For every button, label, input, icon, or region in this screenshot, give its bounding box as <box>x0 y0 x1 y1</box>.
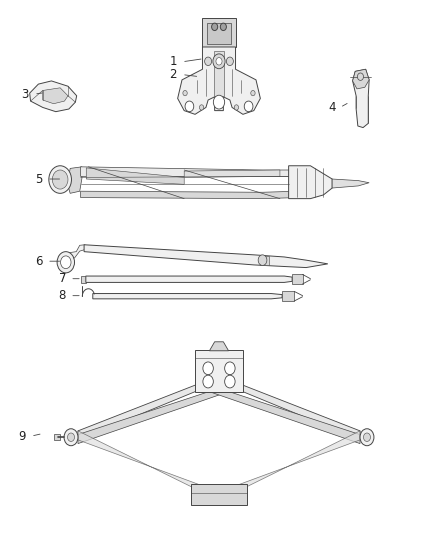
Polygon shape <box>237 431 360 492</box>
Circle shape <box>226 57 233 66</box>
Polygon shape <box>209 342 229 351</box>
Bar <box>195 350 243 392</box>
Circle shape <box>57 252 74 273</box>
Polygon shape <box>260 256 269 265</box>
Polygon shape <box>78 383 201 440</box>
Polygon shape <box>178 47 260 114</box>
Circle shape <box>234 105 239 110</box>
Polygon shape <box>30 81 77 112</box>
Text: 5: 5 <box>35 173 42 185</box>
Text: 7: 7 <box>59 272 66 285</box>
Circle shape <box>216 58 222 65</box>
Polygon shape <box>67 167 82 193</box>
Circle shape <box>258 255 267 265</box>
Circle shape <box>52 170 68 189</box>
Polygon shape <box>78 383 237 443</box>
Circle shape <box>212 23 218 30</box>
Circle shape <box>183 91 187 96</box>
Circle shape <box>360 429 374 446</box>
Circle shape <box>357 73 364 80</box>
Text: 3: 3 <box>21 87 29 101</box>
Polygon shape <box>69 245 85 259</box>
Text: 6: 6 <box>35 255 42 268</box>
Polygon shape <box>201 383 360 443</box>
Circle shape <box>213 54 225 69</box>
Circle shape <box>203 362 213 375</box>
Circle shape <box>220 23 226 30</box>
Circle shape <box>199 105 204 110</box>
Text: 4: 4 <box>328 101 336 114</box>
Circle shape <box>244 101 253 112</box>
Circle shape <box>213 95 225 109</box>
Text: 1: 1 <box>170 55 177 68</box>
Text: 2: 2 <box>170 68 177 81</box>
Polygon shape <box>353 69 369 89</box>
Polygon shape <box>289 166 332 199</box>
Polygon shape <box>353 69 369 127</box>
Polygon shape <box>214 51 224 96</box>
Circle shape <box>60 256 71 269</box>
Circle shape <box>205 57 212 66</box>
Polygon shape <box>184 170 280 177</box>
Polygon shape <box>332 179 369 188</box>
Text: 8: 8 <box>59 289 66 302</box>
Polygon shape <box>81 167 297 176</box>
Polygon shape <box>43 88 68 104</box>
Circle shape <box>64 429 78 446</box>
Bar <box>191 484 247 505</box>
Circle shape <box>203 375 213 388</box>
Circle shape <box>185 101 194 112</box>
Bar <box>292 274 303 284</box>
Polygon shape <box>86 168 184 184</box>
Polygon shape <box>78 431 201 492</box>
Circle shape <box>251 91 255 96</box>
Circle shape <box>225 375 235 388</box>
Bar <box>81 276 86 283</box>
Polygon shape <box>84 245 328 268</box>
Bar <box>202 18 236 47</box>
Circle shape <box>49 166 71 193</box>
Text: 9: 9 <box>18 430 26 443</box>
Bar <box>53 434 60 440</box>
Circle shape <box>225 362 235 375</box>
Bar <box>282 292 294 301</box>
Polygon shape <box>81 191 297 199</box>
Polygon shape <box>93 294 282 299</box>
Circle shape <box>364 433 371 441</box>
Bar <box>207 22 231 44</box>
Circle shape <box>67 433 74 441</box>
Polygon shape <box>86 276 292 282</box>
Polygon shape <box>237 383 360 440</box>
